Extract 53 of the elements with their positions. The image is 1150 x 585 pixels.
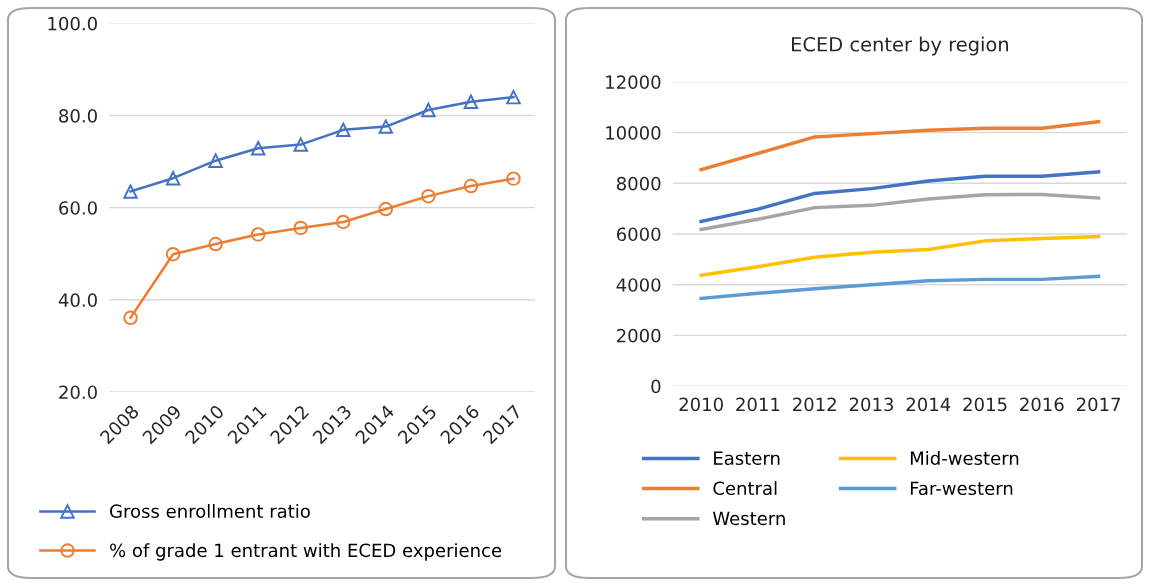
legend-label: Gross enrollment ratio [110,504,310,518]
line-series [699,119,1101,172]
point [336,214,351,230]
point [421,102,436,118]
point [378,201,394,217]
y-tick-label: 0 [651,379,661,394]
point [208,153,223,168]
point [421,188,436,204]
point [336,122,351,138]
point [378,119,394,134]
point [293,137,308,152]
x-tick-label: 2013 [849,397,894,412]
x-tick-label: 2016 [1020,397,1064,412]
line-series [699,274,1101,301]
y-tick-label: 8000 [616,176,661,191]
point [506,171,521,186]
legend-label: Central [713,481,777,496]
point [123,310,138,325]
y-tick-label: 10000 [606,126,661,140]
point [208,236,223,252]
x-tick-label: 2011 [736,397,780,412]
point [250,141,266,156]
line-series [699,170,1101,224]
x-tick-label: 2010 [679,397,723,412]
point [165,246,181,262]
x-tick-label: 2014 [906,397,951,412]
chart-title: ECED center by region [792,36,1008,56]
y-tick-label: 40.0 [58,293,97,307]
x-tick-label: 2015 [963,397,1007,412]
point [463,178,479,194]
y-tick-label: 60.0 [59,201,97,215]
point [250,227,266,242]
point [165,170,181,186]
y-tick-label: 20.0 [59,385,97,400]
legend-label: Western [712,511,785,526]
legend-label: % of grade 1 entrant with ECED experience [110,543,502,561]
x-tick-label: 2017 [1076,397,1121,412]
legend-label: Far-western [910,481,1013,496]
legend-label: Mid-western [910,451,1019,465]
y-tick-label: 80.0 [59,109,97,123]
x-tick-label: 2012 [793,397,836,412]
point [123,184,138,199]
y-tick-label: 100.0 [48,16,97,31]
y-tick-label: 4000 [616,278,661,292]
point [293,220,308,236]
y-tick-label: 12000 [606,75,661,90]
y-tick-label: 2000 [617,328,661,343]
line-series [699,192,1101,232]
y-tick-label: 6000 [616,227,661,242]
line-series [699,234,1101,278]
point [463,94,479,109]
point [506,89,521,105]
legend-label: Eastern [714,451,780,465]
